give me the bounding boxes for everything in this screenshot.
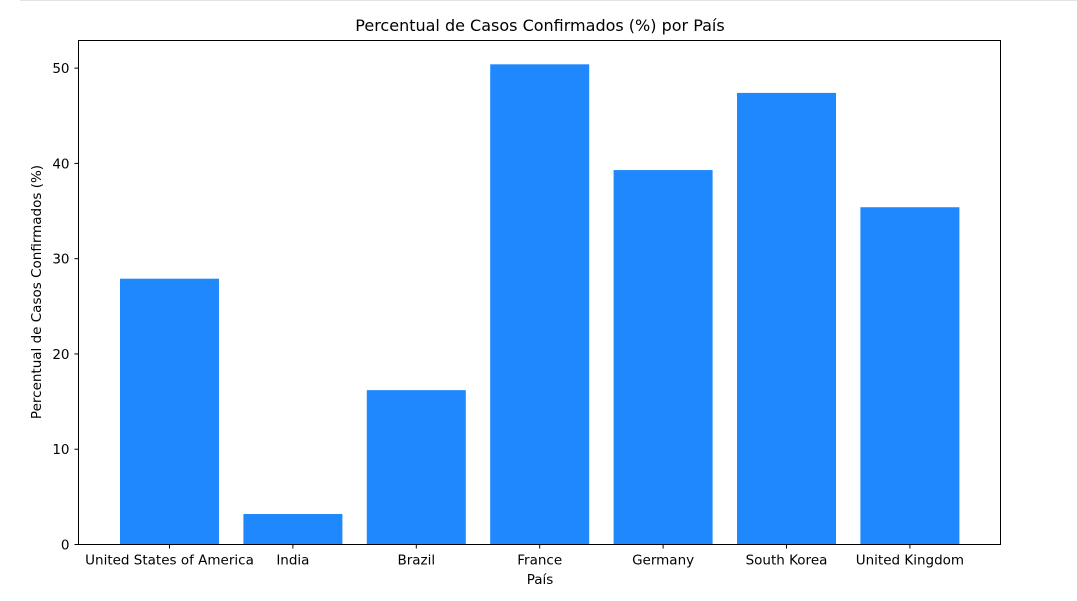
bar-france [490, 64, 590, 545]
x-tick-label: United Kingdom [856, 553, 964, 569]
x-tick-label: France [517, 553, 562, 569]
plot-area-border [78, 40, 1001, 545]
top-divider [20, 0, 1077, 1]
y-axis-label: Percentual de Casos Confirmados (%) [29, 165, 45, 419]
bar-united-states-of-america [120, 278, 219, 545]
x-tick-label: India [276, 553, 309, 569]
x-tick-label: Germany [632, 553, 694, 569]
bar-india [243, 514, 343, 545]
y-tick-label: 50 [52, 61, 69, 77]
y-ticks-group: 0 10 20 30 40 50 [52, 61, 79, 554]
y-tick-label: 0 [61, 538, 70, 554]
y-tick-label: 40 [52, 156, 69, 172]
x-axis-label: País [527, 572, 554, 588]
x-tick-label: United States of America [85, 553, 254, 569]
x-tick-label: Brazil [397, 553, 435, 569]
bar-brazil [366, 390, 466, 545]
x-ticks-group: United States of America India Brazil Franc… [85, 544, 964, 569]
bar-south-korea [737, 92, 836, 545]
y-tick-label: 10 [52, 442, 69, 458]
y-tick-label: 30 [52, 252, 69, 268]
x-tick-label: South Korea [746, 553, 828, 569]
chart-title: Percentual de Casos Confirmados (%) por … [355, 16, 724, 35]
bar-germany [613, 170, 713, 545]
y-tick-label: 20 [52, 347, 69, 363]
bar-united-kingdom [860, 207, 960, 545]
bars-group [120, 64, 960, 545]
